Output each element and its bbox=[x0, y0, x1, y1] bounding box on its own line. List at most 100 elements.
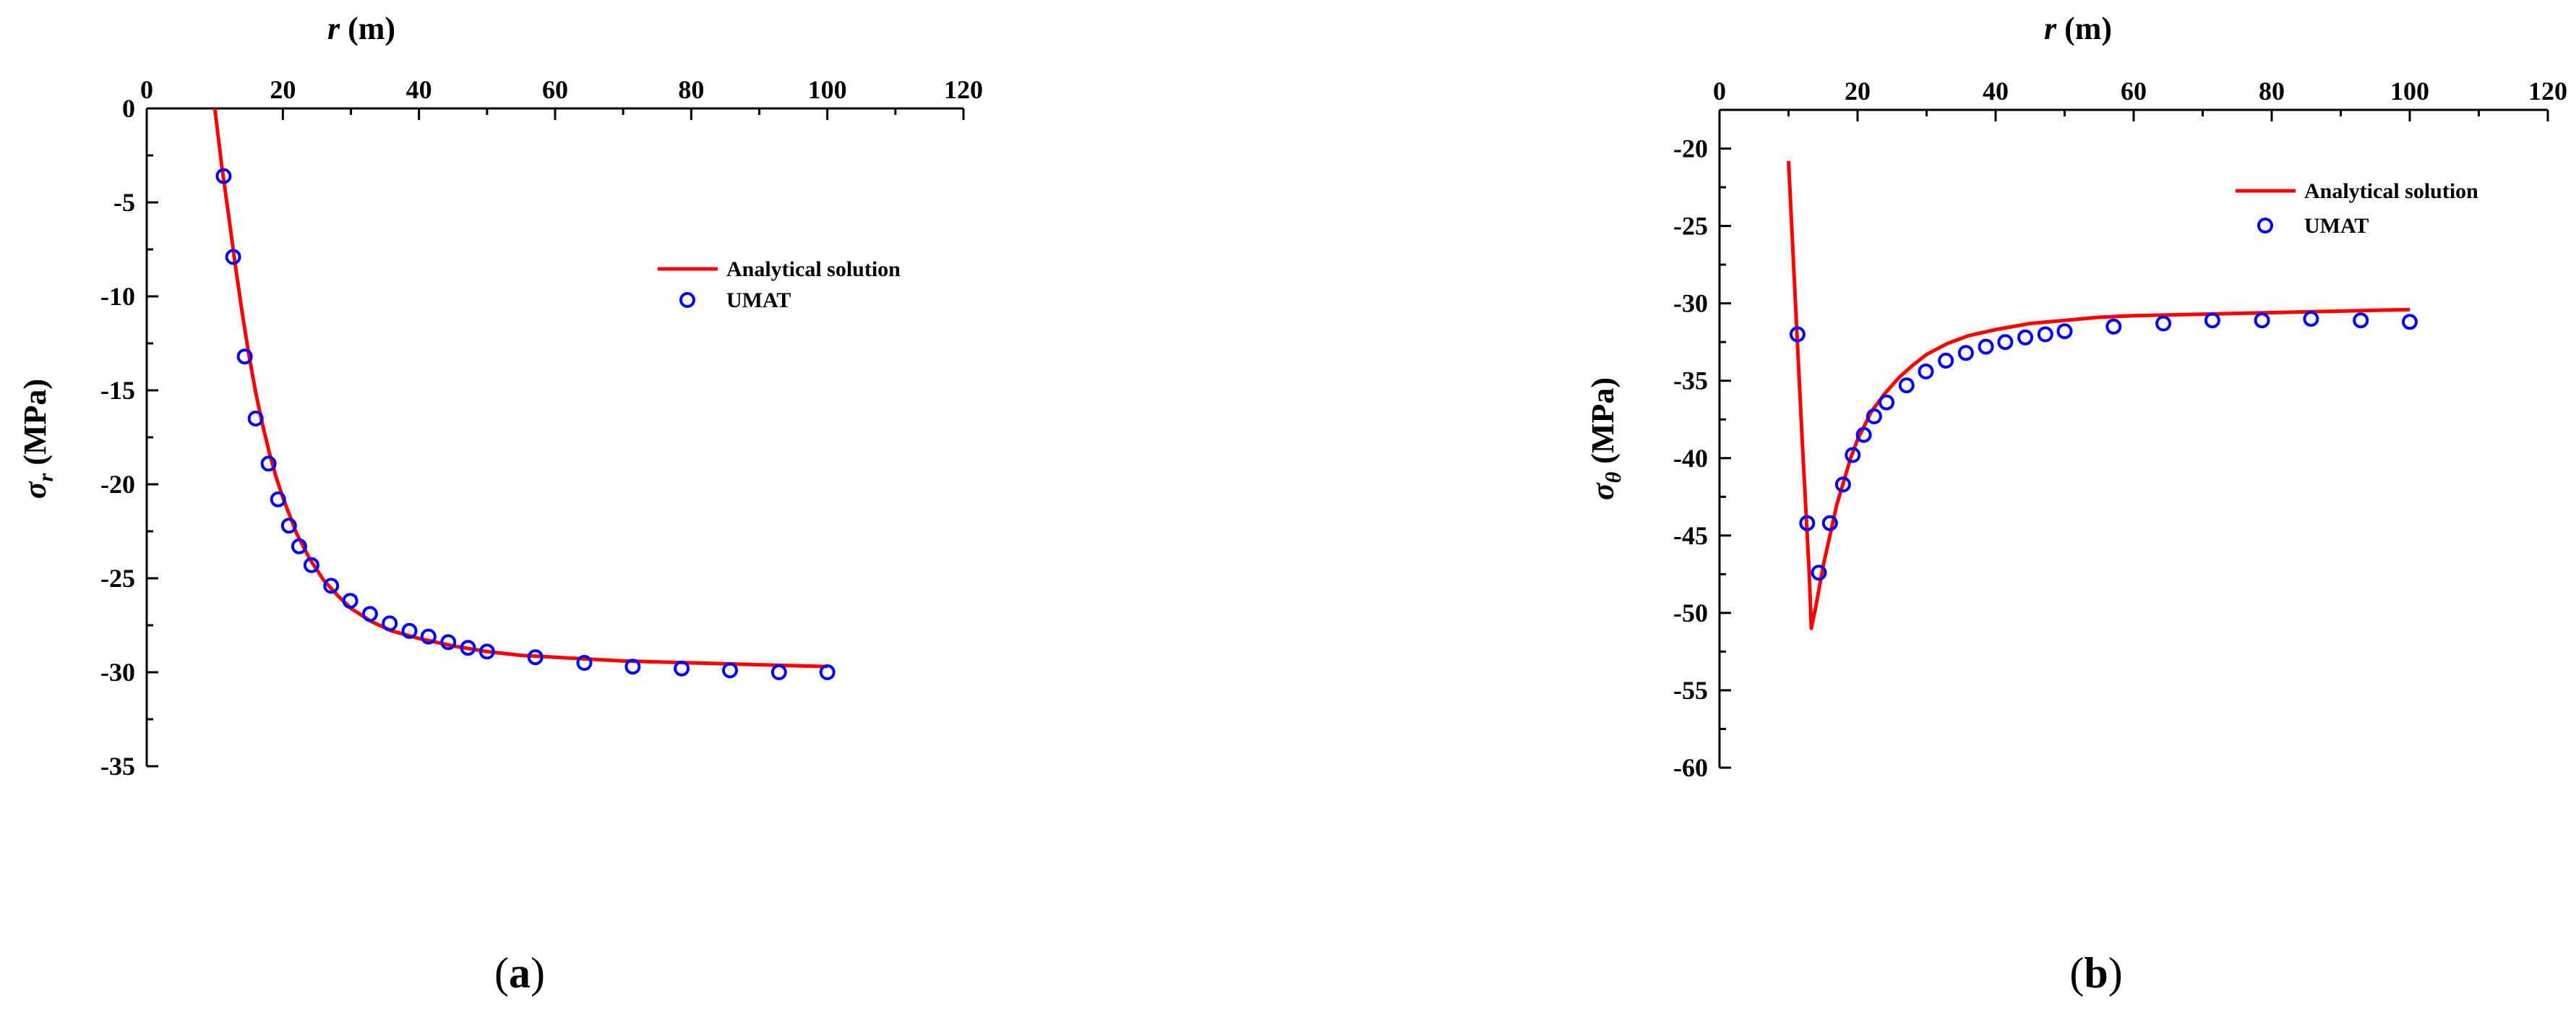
umat-point bbox=[225, 249, 241, 265]
x-tick-label: 120 bbox=[2528, 77, 2567, 106]
y-tick-label: -50 bbox=[1673, 599, 1708, 627]
umat-point bbox=[1957, 345, 1974, 361]
panel-label-a: (a) bbox=[494, 949, 545, 997]
series-line-analytical-solution bbox=[212, 108, 828, 669]
umat-point bbox=[770, 664, 787, 680]
umat-point bbox=[260, 455, 277, 472]
axes-a bbox=[145, 107, 963, 766]
umat-point bbox=[1978, 338, 1994, 355]
umat-point bbox=[819, 664, 836, 680]
x-tick-label: 20 bbox=[270, 75, 296, 104]
umat-point bbox=[323, 578, 340, 594]
y-tick-label: -55 bbox=[1673, 676, 1708, 705]
y-tick-label: -35 bbox=[100, 752, 135, 781]
y-tick-label: -5 bbox=[113, 188, 135, 217]
axes-b bbox=[1718, 108, 2548, 768]
legend-label-umat-b: UMAT bbox=[2304, 214, 2369, 238]
x-tick-label: 120 bbox=[944, 75, 983, 104]
y-tick-label: -10 bbox=[100, 282, 135, 311]
y-ticks-a: 0 -5 -10 -15 -20 -25 -30 -35 bbox=[100, 94, 158, 781]
legend-marker-swatch-a bbox=[679, 292, 695, 308]
umat-point bbox=[624, 659, 641, 675]
umat-point bbox=[1918, 363, 1934, 380]
x-tick-label: 80 bbox=[2259, 77, 2285, 106]
umat-point bbox=[2017, 329, 2034, 346]
legend-a: Analytical solution UMAT bbox=[658, 257, 901, 312]
umat-point bbox=[1898, 377, 1915, 394]
umat-point bbox=[2303, 311, 2319, 327]
y-tick-label: -25 bbox=[1673, 212, 1708, 241]
legend-marker-swatch-b bbox=[2257, 218, 2273, 233]
umat-point bbox=[527, 649, 544, 666]
umat-point bbox=[270, 491, 286, 507]
y-tick-label: -25 bbox=[100, 564, 135, 593]
y-tick-label: -30 bbox=[1673, 289, 1708, 318]
chart-panel-a: 0 20 40 60 80 100 120 0 -5 -10 -15 -20 -25 -30 -35 r … bbox=[17, 11, 983, 997]
umat-point bbox=[215, 168, 232, 184]
x-axis-label-b: r (m) bbox=[2044, 11, 2112, 46]
legend-label-analytical-b: Analytical solution bbox=[2304, 179, 2478, 203]
umat-point bbox=[382, 615, 398, 632]
umat-point bbox=[420, 628, 437, 645]
panel-label-b: (b) bbox=[2069, 949, 2122, 997]
x-tick-label: 60 bbox=[2121, 77, 2147, 106]
y-tick-label: -40 bbox=[1673, 444, 1708, 473]
plot-area-b bbox=[1787, 160, 2418, 630]
x-tick-label: 40 bbox=[406, 75, 432, 104]
umat-point bbox=[291, 538, 307, 554]
y-tick-label: -15 bbox=[100, 376, 135, 405]
umat-point bbox=[1879, 394, 1895, 411]
umat-point bbox=[1821, 515, 1838, 531]
umat-point bbox=[2254, 312, 2270, 329]
y-tick-label: -60 bbox=[1673, 753, 1708, 782]
y-tick-label: 0 bbox=[122, 94, 135, 123]
y-tick-label: -35 bbox=[1673, 366, 1708, 395]
y-ticks-b: -20 -25 -30 -35 -40 -45 -50 -55 -60 bbox=[1673, 134, 1731, 782]
y-tick-label: -30 bbox=[100, 658, 135, 687]
umat-point bbox=[2402, 314, 2418, 330]
umat-point bbox=[1799, 515, 1816, 531]
legend-label-umat-a: UMAT bbox=[726, 288, 791, 312]
x-tick-label: 40 bbox=[1983, 77, 2009, 106]
umat-point bbox=[2105, 318, 2122, 335]
umat-point bbox=[247, 411, 264, 426]
umat-point bbox=[342, 593, 359, 609]
umat-point bbox=[2037, 326, 2053, 343]
y-axis-label-b: σθ (MPa) bbox=[1585, 377, 1626, 500]
y-tick-label: -20 bbox=[100, 470, 135, 499]
x-tick-label: 0 bbox=[1713, 77, 1726, 106]
umat-point bbox=[460, 640, 476, 656]
umat-point bbox=[1997, 334, 2014, 351]
umat-point bbox=[1834, 476, 1851, 493]
x-ticks-b: 0 20 40 60 80 100 120 bbox=[1713, 77, 2567, 121]
umat-point bbox=[674, 660, 690, 677]
series-line-analytical-solution bbox=[1787, 160, 2410, 630]
umat-point bbox=[1845, 447, 1861, 463]
umat-point bbox=[2056, 323, 2073, 340]
umat-point bbox=[236, 348, 253, 365]
y-tick-label: -20 bbox=[1673, 134, 1708, 163]
x-tick-label: 100 bbox=[2390, 77, 2429, 106]
umat-point bbox=[2204, 312, 2220, 329]
umat-point bbox=[576, 655, 593, 671]
x-axis-label-a: r (m) bbox=[327, 11, 395, 46]
umat-point bbox=[440, 634, 457, 651]
umat-point bbox=[1811, 565, 1827, 581]
umat-point bbox=[401, 622, 418, 639]
x-tick-label: 60 bbox=[542, 75, 568, 104]
y-tick-label: -45 bbox=[1673, 521, 1708, 550]
umat-point bbox=[1866, 408, 1882, 424]
legend-label-analytical-a: Analytical solution bbox=[726, 257, 901, 281]
x-tick-label: 20 bbox=[1845, 77, 1871, 106]
umat-point bbox=[478, 643, 495, 660]
chart-panel-b: 0 20 40 60 80 100 120 -20 -25 -30 -35 -40 -45 -50 -55… bbox=[1585, 11, 2567, 997]
x-tick-label: 80 bbox=[678, 75, 704, 104]
x-tick-label: 100 bbox=[808, 75, 847, 104]
umat-point bbox=[722, 662, 738, 679]
umat-point bbox=[1855, 426, 1872, 443]
x-tick-label: 0 bbox=[140, 75, 153, 104]
y-axis-label-a: σr (MPa) bbox=[17, 379, 58, 499]
umat-point bbox=[303, 557, 319, 573]
umat-point bbox=[2353, 312, 2369, 329]
